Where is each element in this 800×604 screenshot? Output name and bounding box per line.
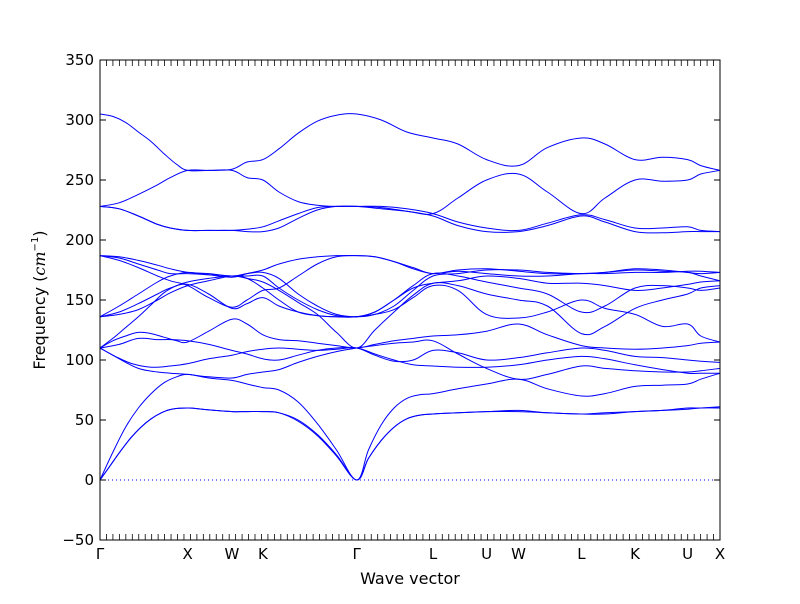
phonon-branch-2 — [100, 406, 720, 481]
phonon-branch-4 — [100, 347, 720, 374]
x-tick-label: K — [258, 545, 269, 563]
x-axis-title: Wave vector — [360, 569, 460, 588]
x-tick-label: X — [183, 545, 193, 563]
y-tick-label: 350 — [65, 51, 94, 69]
phonon-branch-18 — [100, 113, 720, 172]
y-tick-label: 100 — [65, 351, 94, 369]
phonon-branch-6 — [100, 337, 720, 363]
y-tick-label: 200 — [65, 231, 94, 249]
y-tick-label: 0 — [84, 471, 94, 489]
phonon-branch-16 — [100, 205, 720, 233]
phonon-branch-7 — [100, 318, 720, 350]
x-tick-label: Γ — [96, 545, 105, 563]
x-tick-label: K — [630, 545, 641, 563]
phonon-branch-17 — [100, 169, 720, 215]
x-tick-label: L — [577, 545, 586, 563]
phonon-branch-3 — [100, 372, 720, 481]
phonon-branch-5 — [100, 339, 720, 380]
phonon-branch-8 — [100, 275, 720, 349]
phonon-branch-14 — [100, 255, 720, 318]
y-axis-title: Frequency (cm−1) — [30, 230, 49, 369]
x-tick-label: Γ — [353, 545, 362, 563]
y-tick-label: −50 — [62, 531, 94, 549]
phonon-branch-15 — [100, 205, 720, 234]
x-tick-label: W — [225, 545, 240, 563]
y-tick-label: 50 — [75, 411, 94, 429]
y-tick-label: 300 — [65, 111, 94, 129]
y-tick-label: 150 — [65, 291, 94, 309]
y-tick-label: 250 — [65, 171, 94, 189]
phonon-branch-12 — [100, 255, 720, 318]
phonon-branch-1 — [100, 407, 720, 481]
phonon-branch-9 — [100, 272, 720, 318]
plot-frame — [99, 59, 721, 541]
phonon-branch-13 — [100, 255, 720, 308]
x-tick-label: U — [481, 545, 492, 563]
x-tick-label: U — [682, 545, 693, 563]
x-tick-label: X — [715, 545, 725, 563]
x-tick-label: L — [429, 545, 438, 563]
x-tick-label: W — [511, 545, 526, 563]
